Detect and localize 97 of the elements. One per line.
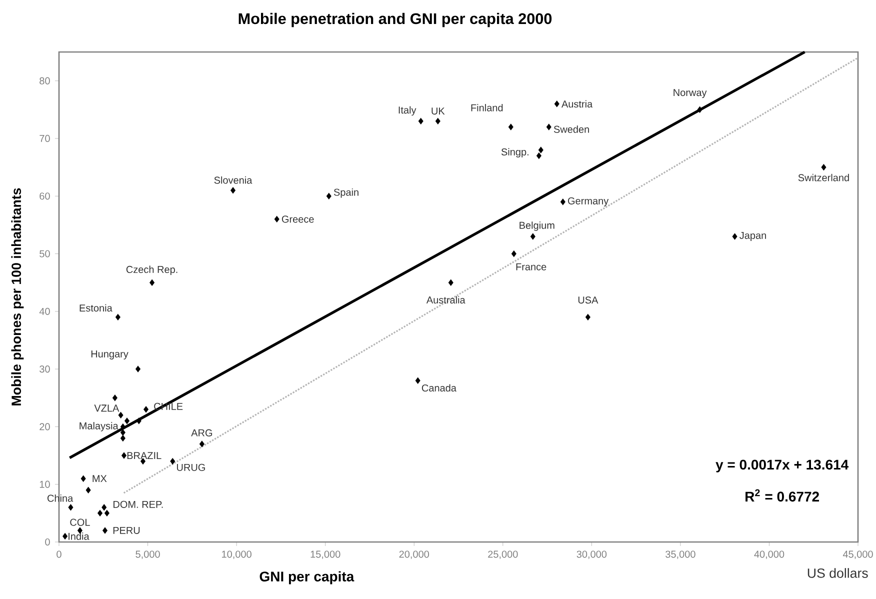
x-tick-label: 10,000 — [222, 550, 252, 559]
point — [326, 192, 332, 200]
point — [697, 106, 702, 113]
point — [150, 279, 155, 286]
annotation: Greece — [282, 216, 314, 223]
point — [448, 279, 454, 286]
point — [115, 314, 120, 320]
annotation: Estonia — [80, 304, 112, 312]
annotation: Singp. — [501, 148, 528, 158]
text: US dollars — [808, 568, 868, 578]
annotation: Canada — [422, 384, 456, 392]
point — [68, 504, 74, 511]
point — [124, 418, 130, 424]
x-tick-label: 5,000 — [136, 550, 160, 559]
y-axis-title: Mobile phones per 100 inhabitants — [11, 188, 24, 406]
y-tick-label: 50 — [40, 250, 50, 258]
annotation: France — [516, 263, 546, 270]
x-tick-label: 35,000 — [666, 550, 696, 559]
x-tick-label: 20,000 — [399, 550, 430, 559]
annotation: Australia — [426, 296, 466, 304]
annotation: Slovenia — [214, 176, 252, 184]
point — [112, 394, 118, 402]
y-tick-label: 80 — [40, 77, 50, 84]
y-tick-label: 70 — [40, 134, 50, 142]
x-tick-label: 40,000 — [754, 550, 784, 559]
point — [98, 510, 102, 516]
annotation: PERU — [113, 526, 140, 534]
chart-title: Mobile penetration and GNI per capita 2000 — [238, 12, 552, 28]
annotation: USA — [578, 296, 598, 304]
annotation: Czech Rep. — [126, 266, 178, 275]
point — [118, 412, 124, 418]
point — [536, 152, 542, 159]
point — [199, 440, 204, 448]
point — [104, 510, 110, 516]
point — [418, 118, 424, 124]
point — [585, 314, 590, 320]
point — [86, 486, 91, 494]
annotation: ARG — [191, 429, 212, 436]
annotation: DOM. REP. — [114, 500, 163, 508]
annotation: Malaysia — [80, 422, 118, 432]
annotation: Finland — [471, 104, 503, 112]
point — [554, 100, 560, 108]
annotation: Austria — [561, 100, 593, 108]
annotation: Sweden — [554, 126, 589, 133]
annotation: Italy — [398, 106, 416, 116]
annotation: y = 0.0017x + 13.614 — [716, 460, 849, 472]
annotation: Switzerland — [798, 174, 849, 182]
point — [62, 533, 68, 540]
annotation: Japan — [740, 232, 766, 241]
annotation: Belgium — [520, 222, 554, 231]
point — [136, 418, 142, 424]
point — [530, 233, 536, 240]
point — [560, 198, 566, 206]
point — [120, 423, 126, 430]
point — [230, 187, 236, 194]
annotation: BRAZIL — [127, 452, 162, 459]
point — [102, 527, 108, 534]
annotation: Norway — [674, 89, 707, 98]
x-tick-label: 45,000 — [842, 550, 873, 559]
annotation: Spain — [334, 188, 358, 198]
annotation: Hungary — [91, 350, 128, 360]
x-axis-title: GNI per capita — [260, 571, 354, 584]
annotation: UK — [432, 108, 445, 115]
y-tick-label: 60 — [40, 192, 50, 200]
point — [80, 475, 86, 482]
x-tick-label: 0 — [56, 550, 62, 558]
point — [435, 118, 440, 124]
y-tick-label: 30 — [40, 366, 50, 373]
point — [274, 216, 280, 222]
y-tick-label: 10 — [40, 480, 50, 488]
point — [538, 146, 544, 154]
annotation: COL — [70, 518, 90, 526]
annotation: India — [68, 532, 90, 540]
point — [170, 458, 176, 464]
point — [122, 452, 126, 459]
point — [136, 366, 140, 372]
point — [821, 164, 826, 170]
x-tick-label: 30,000 — [576, 550, 607, 559]
point — [511, 250, 516, 257]
annotation: VZLA — [94, 404, 120, 412]
point — [415, 377, 420, 384]
point — [546, 124, 552, 130]
point — [508, 124, 514, 130]
point — [120, 435, 126, 442]
point — [120, 429, 126, 436]
annotation: URUG — [177, 464, 205, 471]
point — [144, 406, 148, 413]
x-tick-label: 25,000 — [488, 550, 518, 559]
annotation: Germany — [568, 197, 609, 206]
point — [102, 504, 107, 511]
point — [732, 233, 738, 240]
y-tick-label: 40 — [39, 308, 50, 315]
annotation: R$^{2}$ = 0.6772 — [746, 489, 819, 502]
annotation: MX — [92, 475, 107, 482]
y-tick-label: 0 — [45, 538, 50, 546]
x-tick-label: 15,000 — [310, 550, 340, 559]
y-tick-label: 20 — [40, 423, 50, 430]
